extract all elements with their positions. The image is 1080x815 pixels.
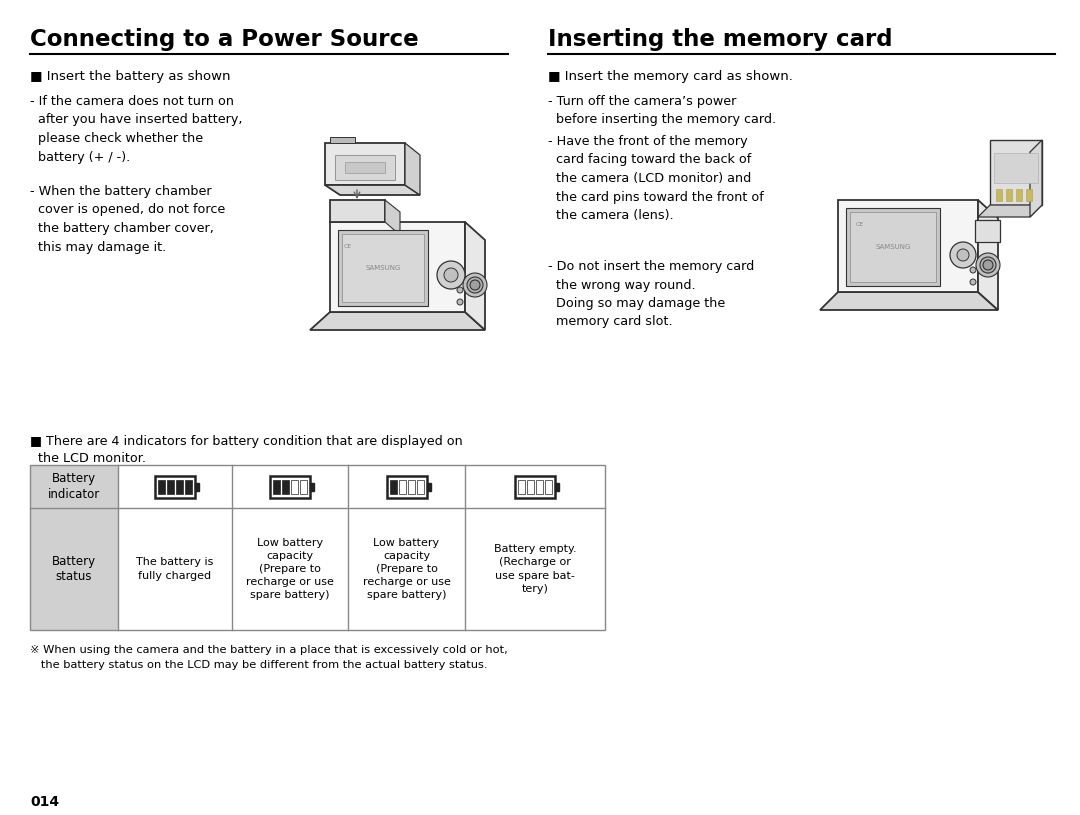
Circle shape xyxy=(457,287,463,293)
Bar xyxy=(156,475,195,497)
Bar xyxy=(270,475,310,497)
Polygon shape xyxy=(338,230,428,306)
Polygon shape xyxy=(846,208,940,286)
Circle shape xyxy=(467,277,483,293)
Circle shape xyxy=(970,267,976,273)
Text: Battery
indicator: Battery indicator xyxy=(48,472,100,501)
Bar xyxy=(291,479,298,494)
Bar xyxy=(30,508,118,630)
Bar xyxy=(300,479,307,494)
Bar xyxy=(518,479,525,494)
Text: the LCD monitor.: the LCD monitor. xyxy=(30,452,146,465)
Polygon shape xyxy=(310,312,485,330)
Circle shape xyxy=(470,280,480,290)
Polygon shape xyxy=(465,222,485,330)
Polygon shape xyxy=(330,200,384,222)
Bar xyxy=(1026,189,1032,201)
Bar xyxy=(158,479,165,494)
Polygon shape xyxy=(838,200,978,292)
Polygon shape xyxy=(335,155,395,180)
Circle shape xyxy=(957,249,969,261)
Text: Battery empty.
(Recharge or
use spare bat-
tery): Battery empty. (Recharge or use spare ba… xyxy=(494,544,577,594)
Bar xyxy=(1016,189,1022,201)
Bar xyxy=(1005,189,1012,201)
Text: - Do not insert the memory card
  the wrong way round.
  Doing so may damage the: - Do not insert the memory card the wron… xyxy=(548,260,754,328)
Bar xyxy=(527,479,534,494)
Text: Low battery
capacity
(Prepare to
recharge or use
spare battery): Low battery capacity (Prepare to recharg… xyxy=(363,538,450,601)
Polygon shape xyxy=(384,200,400,235)
Text: Inserting the memory card: Inserting the memory card xyxy=(548,28,892,51)
Circle shape xyxy=(980,257,996,273)
Polygon shape xyxy=(820,292,998,310)
Text: ■ Insert the battery as shown: ■ Insert the battery as shown xyxy=(30,70,230,83)
Bar xyxy=(30,465,118,508)
Text: ■ There are 4 indicators for battery condition that are displayed on: ■ There are 4 indicators for battery con… xyxy=(30,435,462,448)
Circle shape xyxy=(950,242,976,268)
Polygon shape xyxy=(325,143,405,185)
Text: 014: 014 xyxy=(30,795,59,809)
Circle shape xyxy=(457,299,463,305)
Bar xyxy=(994,153,1038,183)
Bar xyxy=(282,479,289,494)
Circle shape xyxy=(976,253,1000,277)
Bar xyxy=(399,479,405,494)
Text: SAMSUNG: SAMSUNG xyxy=(365,265,401,271)
Bar xyxy=(996,189,1002,201)
Text: Connecting to a Power Source: Connecting to a Power Source xyxy=(30,28,419,51)
Polygon shape xyxy=(405,143,420,195)
Bar xyxy=(975,220,1000,242)
Polygon shape xyxy=(990,140,1042,205)
Polygon shape xyxy=(325,185,420,195)
Bar xyxy=(273,479,280,494)
Text: ■ Insert the memory card as shown.: ■ Insert the memory card as shown. xyxy=(548,70,793,83)
Text: CE: CE xyxy=(343,244,352,249)
Bar xyxy=(417,479,423,494)
Circle shape xyxy=(444,268,458,282)
Polygon shape xyxy=(978,205,1042,217)
Text: Low battery
capacity
(Prepare to
recharge or use
spare battery): Low battery capacity (Prepare to recharg… xyxy=(246,538,334,601)
Bar xyxy=(407,479,415,494)
Text: CE: CE xyxy=(855,222,864,227)
Text: ※ When using the camera and the battery in a place that is excessively cold or h: ※ When using the camera and the battery … xyxy=(30,645,508,655)
Bar xyxy=(427,482,431,491)
Text: The battery is
fully charged: The battery is fully charged xyxy=(136,557,214,580)
Polygon shape xyxy=(345,162,384,173)
Polygon shape xyxy=(330,222,465,312)
Text: - Have the front of the memory
  card facing toward the back of
  the camera (LC: - Have the front of the memory card faci… xyxy=(548,135,764,222)
Polygon shape xyxy=(342,234,424,302)
Text: SAMSUNG: SAMSUNG xyxy=(875,244,910,250)
Bar xyxy=(536,479,543,494)
Bar xyxy=(176,479,183,494)
Circle shape xyxy=(463,273,487,297)
Polygon shape xyxy=(978,200,998,310)
Circle shape xyxy=(983,260,993,270)
Text: Battery
status: Battery status xyxy=(52,554,96,584)
Bar xyxy=(390,479,396,494)
Bar xyxy=(185,479,192,494)
Text: - If the camera does not turn on
  after you have inserted battery,
  please che: - If the camera does not turn on after y… xyxy=(30,95,243,164)
Polygon shape xyxy=(850,212,936,282)
Bar xyxy=(555,482,559,491)
Text: - Turn off the camera’s power
  before inserting the memory card.: - Turn off the camera’s power before ins… xyxy=(548,95,777,126)
Bar xyxy=(30,465,605,630)
Bar xyxy=(195,482,199,491)
Bar xyxy=(515,475,555,497)
Bar xyxy=(387,475,427,497)
Polygon shape xyxy=(330,137,355,143)
Polygon shape xyxy=(1030,140,1042,217)
Bar xyxy=(545,479,552,494)
Text: - When the battery chamber
  cover is opened, do not force
  the battery chamber: - When the battery chamber cover is open… xyxy=(30,185,226,253)
Circle shape xyxy=(970,279,976,285)
Circle shape xyxy=(437,261,465,289)
Bar xyxy=(310,482,314,491)
Bar xyxy=(167,479,174,494)
Text: the battery status on the LCD may be different from the actual battery status.: the battery status on the LCD may be dif… xyxy=(30,660,487,670)
